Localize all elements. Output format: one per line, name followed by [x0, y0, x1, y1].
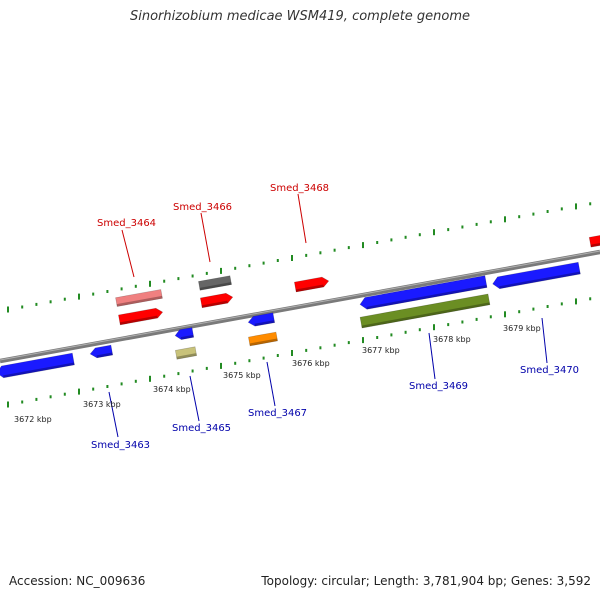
- genome-backbone: [0, 249, 600, 364]
- label-leaders: [108, 193, 548, 438]
- lower-tick-track: [7, 297, 592, 408]
- leader-smed-3466: [200, 212, 211, 263]
- gene-smed-3467-orange[interactable]: [248, 331, 278, 347]
- gene-smed-3465-shade: [180, 334, 194, 340]
- gene-smed-3463-shade: [96, 352, 113, 358]
- upper-tick-track: [7, 202, 592, 313]
- gene-label[interactable]: Smed_3465: [172, 423, 231, 434]
- gene-smed-3464[interactable]: [118, 307, 164, 326]
- gene-label[interactable]: Smed_3470: [520, 365, 579, 376]
- kbp-axis-labels: 3672 kbp 3673 kbp 3674 kbp 3675 kbp 3676…: [14, 324, 541, 424]
- kbp-label: 3679 kbp: [503, 324, 541, 333]
- gene-smed-3469[interactable]: [359, 275, 488, 311]
- gene-smed-3470-shade: [499, 271, 581, 289]
- gene-label[interactable]: Smed_3467: [248, 408, 307, 419]
- map-title: Sinorhizobium medicae WSM419, complete g…: [129, 9, 471, 24]
- gene-smed-3467-orange-shade: [249, 338, 278, 346]
- gene-smed-3465-shape[interactable]: [174, 327, 195, 340]
- leader-smed-3468: [297, 193, 307, 244]
- gene-smed-3462-shade: [3, 362, 75, 378]
- gene-smed-3465-tan-shade: [176, 353, 197, 360]
- gene-smed-3466-gray-shade: [199, 282, 232, 291]
- gene-smed-3469-olive-shade: [361, 302, 490, 329]
- gene-labels: Smed_3464 Smed_3466 Smed_3468 Smed_3463 …: [91, 183, 579, 451]
- gene-smed-3463-shape[interactable]: [89, 344, 114, 359]
- gene-smed-3469-shade: [366, 285, 488, 310]
- gene-smed-3465-tan[interactable]: [175, 346, 197, 360]
- gene-smed-3464-shade: [119, 315, 158, 325]
- kbp-label: 3675 kbp: [223, 371, 261, 380]
- leader-smed-3470: [541, 317, 548, 364]
- gene-smed-3468[interactable]: [294, 276, 330, 293]
- gene-label[interactable]: Smed_3469: [409, 381, 468, 392]
- gene-smed-3466-gray[interactable]: [198, 275, 232, 291]
- gene-smed-3469-shape[interactable]: [359, 275, 488, 311]
- gene-features: [0, 234, 600, 379]
- kbp-label: 3674 kbp: [153, 385, 191, 394]
- gene-smed-3464-pink-shade: [116, 295, 163, 307]
- gene-smed-3466-gray-shape[interactable]: [198, 275, 232, 291]
- gene-smed-3467-shade: [254, 320, 275, 327]
- gene-smed-3464-pink[interactable]: [115, 289, 163, 307]
- gene-label[interactable]: Smed_3464: [97, 218, 156, 229]
- gene-smed-3467-shape[interactable]: [247, 312, 276, 327]
- gene-smed-3462[interactable]: [0, 352, 75, 379]
- gene-smed-3465-tan-shape[interactable]: [175, 346, 197, 360]
- gene-smed-3464-shape[interactable]: [118, 307, 164, 326]
- genome-backbone-highlight: [0, 250, 600, 361]
- gene-edge-red-shade: [590, 242, 600, 248]
- leader-smed-3469: [428, 332, 436, 380]
- gene-smed-3462-shape[interactable]: [0, 352, 75, 379]
- gene-smed-3470[interactable]: [492, 261, 581, 290]
- kbp-label: 3672 kbp: [14, 415, 52, 424]
- gene-smed-3468-shape[interactable]: [294, 276, 330, 293]
- gene-smed-3466-shape[interactable]: [200, 292, 234, 309]
- gene-label[interactable]: Smed_3468: [270, 183, 329, 194]
- gene-smed-3467-orange-shape[interactable]: [248, 331, 278, 347]
- gene-edge-red[interactable]: [588, 234, 600, 248]
- leader-smed-3465: [189, 375, 200, 422]
- leader-smed-3464: [121, 229, 135, 278]
- gene-smed-3469-olive-shape[interactable]: [359, 293, 491, 329]
- leader-smed-3467: [266, 361, 276, 407]
- gene-smed-3466[interactable]: [200, 292, 234, 309]
- gene-smed-3466-shade: [201, 300, 228, 308]
- kbp-label: 3676 kbp: [292, 359, 330, 368]
- genome-summary-text: Topology: circular; Length: 3,781,904 bp…: [261, 574, 591, 588]
- kbp-label: 3673 kbp: [83, 400, 121, 409]
- gene-edge-red-shape[interactable]: [588, 234, 600, 248]
- gene-smed-3463[interactable]: [89, 344, 114, 359]
- gene-smed-3469-olive[interactable]: [359, 293, 491, 329]
- gene-smed-3465[interactable]: [174, 327, 195, 340]
- gene-smed-3467[interactable]: [247, 312, 276, 327]
- gene-label[interactable]: Smed_3463: [91, 440, 150, 451]
- gene-label[interactable]: Smed_3466: [173, 202, 232, 213]
- kbp-label: 3678 kbp: [433, 335, 471, 344]
- gene-smed-3468-shade: [295, 284, 324, 292]
- leader-smed-3463: [108, 391, 119, 438]
- kbp-label: 3677 kbp: [362, 346, 400, 355]
- gene-smed-3464-pink-shape[interactable]: [115, 289, 163, 307]
- gene-smed-3470-shape[interactable]: [492, 261, 581, 290]
- accession-text: Accession: NC_009636: [9, 574, 146, 588]
